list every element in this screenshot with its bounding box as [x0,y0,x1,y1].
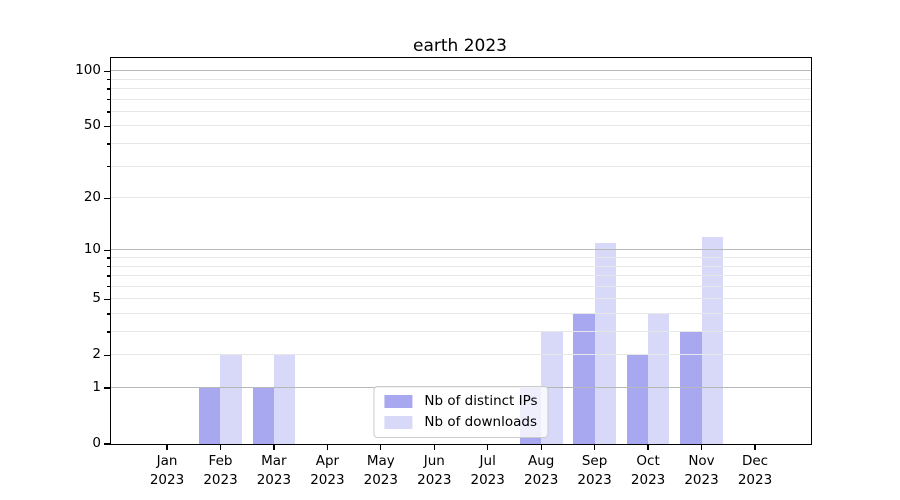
x-tick-label: Feb 2023 [203,453,238,488]
y-minor-tick [107,111,110,113]
grid-line-minor [111,275,811,276]
x-tick [166,445,168,450]
y-tick [104,125,110,128]
x-tick-label: Oct 2023 [630,453,666,488]
grid-line-major [111,249,811,251]
x-tick [433,445,435,450]
legend-swatch-distinct-ips [384,395,413,409]
y-tick-label: 5 [92,290,101,307]
x-tick [326,445,328,450]
x-tick [380,445,382,450]
grid-line-major [111,70,811,72]
y-minor-tick [107,165,110,168]
y-minor-tick [107,143,110,145]
y-tick-label: 1 [92,379,101,395]
bar-distinct-ips [680,332,702,444]
y-minor-tick [107,257,110,259]
grid-line-minor [111,111,811,112]
grid-line-minor [111,354,811,356]
y-minor-tick [107,286,110,288]
y-tick-label: 20 [83,189,101,206]
grid-line-minor [111,285,811,287]
x-tick-label: Jun 2023 [417,453,452,488]
legend-item-downloads: Nb of downloads [384,414,537,431]
legend: Nb of distinct IPs Nb of downloads [373,386,549,438]
y-minor-tick [107,265,110,267]
bar-distinct-ips [252,388,274,444]
legend-swatch-downloads [384,416,413,430]
x-tick-label: Nov 2023 [684,453,719,488]
x-tick [487,445,489,450]
x-tick-label: Jan 2023 [149,453,185,488]
y-tick [104,249,110,251]
x-tick [700,445,703,450]
grid-line-minor [111,125,811,127]
x-tick [754,445,756,450]
x-tick-label: Apr 2023 [310,453,345,488]
x-tick-label: Dec 2023 [737,453,773,488]
x-tick-label: Mar 2023 [256,453,292,488]
x-tick [647,445,649,450]
y-tick-label: 2 [92,346,101,363]
x-tick [540,445,542,450]
bar-distinct-ips [573,314,595,444]
y-minor-tick [107,98,110,101]
legend-label-distinct-ips: Nb of distinct IPs [424,393,538,410]
y-minor-tick [107,275,110,277]
x-tick-label: Jul 2023 [470,453,505,488]
x-tick [219,445,222,450]
x-tick-label: May 2023 [363,453,398,488]
grid-line-minor [111,257,811,258]
grid-line-minor [111,331,811,332]
x-tick-label: Aug 2023 [524,453,559,488]
grid-line-minor [111,265,811,267]
y-tick [104,354,110,356]
grid-line-minor [111,298,811,300]
y-minor-tick [107,78,110,81]
x-tick [594,445,596,450]
chart-title: earth 2023 [413,36,507,56]
grid-line-minor [111,197,811,199]
grid-line-minor [111,88,811,90]
grid-line-minor [111,78,811,80]
y-tick [104,70,110,72]
y-tick [104,387,110,389]
bar-downloads [648,314,670,444]
bar-downloads [273,355,296,444]
y-tick [104,197,110,199]
y-minor-tick [107,313,110,315]
y-tick-label: 50 [83,117,101,134]
grid-line-minor [111,313,811,314]
y-minor-tick [107,88,110,90]
bar-downloads [220,355,242,444]
bar-distinct-ips [626,355,649,444]
grid-line-minor [111,143,811,145]
y-tick-label: 100 [75,62,101,79]
bar-distinct-ips [199,388,221,444]
legend-item-distinct-ips: Nb of distinct IPs [384,393,538,410]
plot-area: Nb of distinct IPs Nb of downloads 0 1 2 5 1… [75,57,812,488]
legend-label-downloads: Nb of downloads [424,414,537,431]
y-tick-label: 0 [92,435,101,451]
y-tick-label: 10 [83,241,101,258]
y-tick [104,298,110,300]
y-minor-tick [107,331,110,333]
grid-line-minor [111,165,811,167]
x-tick [273,445,275,450]
y-tick [104,443,110,445]
grid-line-minor [111,98,811,100]
bar-downloads [701,236,723,444]
x-tick-label: Sep 2023 [577,453,612,488]
bar-downloads [594,243,616,444]
